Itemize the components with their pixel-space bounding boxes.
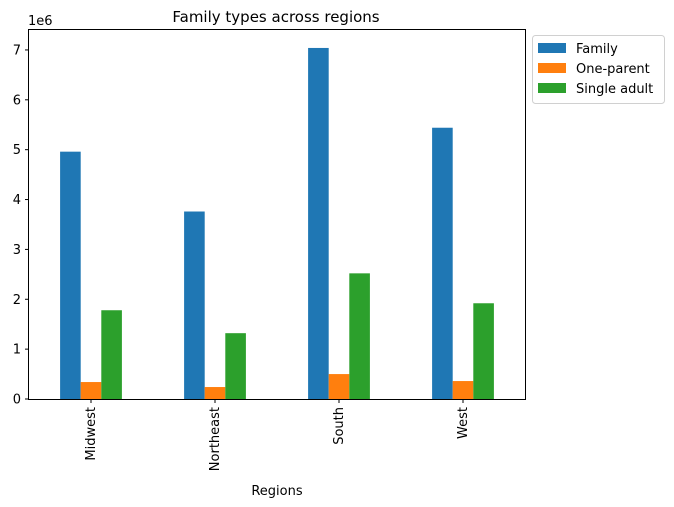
x-tick-label: Northeast — [208, 407, 223, 471]
y-tick-label: 6 — [13, 93, 21, 108]
bars-group — [60, 47, 494, 399]
legend-label: Single adult — [576, 82, 653, 97]
y-tick-label: 3 — [13, 243, 21, 258]
legend: Family One-parent Single adult — [532, 35, 665, 104]
bar-family-northeast — [184, 211, 205, 399]
legend-label: One-parent — [576, 62, 650, 77]
y-tick-label: 0 — [13, 393, 21, 408]
bar-one-parent-west — [452, 381, 474, 399]
x-tick-label: South — [332, 407, 347, 445]
bar-single-adult-south — [349, 273, 370, 399]
y-axis-ticks: 0 1 2 3 4 5 6 7 — [13, 43, 29, 408]
bar-single-adult-northeast — [225, 333, 246, 399]
legend-swatch — [538, 63, 566, 73]
legend-label: Family — [576, 42, 618, 57]
y-tick-label: 5 — [13, 143, 21, 158]
bar-family-midwest — [60, 151, 81, 399]
legend-swatch — [538, 43, 566, 53]
x-tick-label: West — [456, 407, 471, 439]
bar-single-adult-west — [473, 303, 494, 399]
y-tick-label: 4 — [13, 193, 21, 208]
bar-single-adult-midwest — [101, 310, 122, 399]
y-tick-label: 7 — [13, 43, 21, 58]
bar-family-south — [308, 47, 329, 399]
chart-title: Family types across regions — [172, 8, 379, 26]
bar-one-parent-south — [328, 374, 350, 399]
x-axis-ticks: Midwest Northeast South West — [84, 399, 471, 471]
bar-one-parent-midwest — [80, 382, 102, 399]
bar-one-parent-northeast — [204, 387, 226, 399]
y-tick-label: 2 — [13, 293, 21, 308]
y-tick-label: 1 — [13, 343, 21, 358]
bar-family-west — [432, 127, 453, 399]
legend-swatch — [538, 83, 566, 93]
x-axis-label: Regions — [251, 484, 303, 499]
plot-frame — [28, 29, 526, 400]
y-axis-offset-label: 1e6 — [28, 14, 53, 29]
x-tick-label: Midwest — [84, 407, 99, 461]
